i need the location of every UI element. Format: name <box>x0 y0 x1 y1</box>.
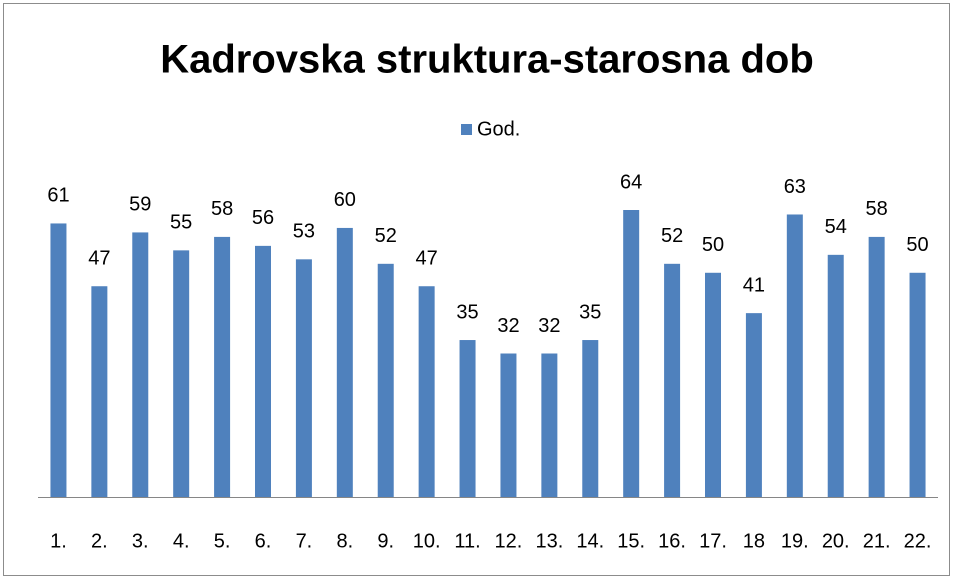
bar <box>664 263 681 497</box>
legend-swatch <box>461 124 472 135</box>
data-label: 53 <box>293 221 315 243</box>
legend-label: God. <box>477 118 520 140</box>
data-label: 55 <box>170 212 192 234</box>
bar <box>336 227 353 497</box>
chart-title: Kadrovska struktura-starosna dob <box>160 38 814 82</box>
bar <box>909 272 926 497</box>
x-tick-label: 19. <box>781 530 809 552</box>
bar <box>132 232 149 497</box>
x-tick-label: 15. <box>617 530 645 552</box>
data-label: 63 <box>784 176 806 198</box>
data-label: 60 <box>334 189 356 211</box>
bar <box>459 340 476 497</box>
data-label: 50 <box>702 234 724 256</box>
x-tick-label: 8. <box>336 530 353 552</box>
x-tick-label: 12. <box>495 530 523 552</box>
bar <box>623 210 640 497</box>
bar <box>745 313 762 497</box>
x-tick-label: 4. <box>173 530 190 552</box>
bar <box>214 236 231 497</box>
data-label: 64 <box>620 171 642 193</box>
data-label: 54 <box>825 216 847 238</box>
x-tick-label: 18 <box>743 530 765 552</box>
data-label: 56 <box>252 207 274 229</box>
bar <box>418 286 435 497</box>
data-label: 32 <box>538 315 560 337</box>
x-tick-label: 5. <box>214 530 231 552</box>
bar <box>582 340 599 497</box>
data-label: 58 <box>211 198 233 220</box>
x-tick-label: 16. <box>658 530 686 552</box>
bar <box>173 250 190 497</box>
bar <box>868 236 885 497</box>
x-tick-label: 14. <box>576 530 604 552</box>
data-label: 35 <box>579 301 601 323</box>
x-tick-label: 11. <box>454 530 480 552</box>
data-label: 59 <box>129 194 151 216</box>
x-tick-label: 9. <box>377 530 394 552</box>
x-tick-label: 20. <box>822 530 850 552</box>
bar <box>295 259 312 497</box>
x-tick-label: 10. <box>413 530 441 552</box>
x-tick-label: 2. <box>91 530 108 552</box>
bar <box>377 263 394 497</box>
x-tick-label: 3. <box>132 530 149 552</box>
bar <box>255 245 271 497</box>
x-tick-label: 21. <box>863 530 891 552</box>
bar <box>91 286 108 497</box>
data-label: 50 <box>906 234 928 256</box>
bar <box>705 272 721 497</box>
data-label: 35 <box>456 301 478 323</box>
bar <box>827 254 844 497</box>
x-tick-label: 7. <box>296 530 313 552</box>
data-label: 58 <box>866 198 888 220</box>
x-tick-label: 17. <box>699 530 727 552</box>
bar <box>541 353 558 497</box>
data-label: 32 <box>497 315 519 337</box>
data-label: 41 <box>743 274 765 296</box>
bar <box>500 353 517 497</box>
x-tick-label: 13. <box>535 530 563 552</box>
data-label: 61 <box>47 185 69 207</box>
x-tick-label: 1. <box>50 530 67 552</box>
data-label: 52 <box>375 225 397 247</box>
data-label: 47 <box>416 248 438 270</box>
x-tick-label: 22. <box>904 530 932 552</box>
bar <box>50 223 67 497</box>
x-tick-label: 6. <box>255 530 272 552</box>
bar <box>786 214 803 497</box>
data-label: 47 <box>88 248 110 270</box>
data-label: 52 <box>661 225 683 247</box>
